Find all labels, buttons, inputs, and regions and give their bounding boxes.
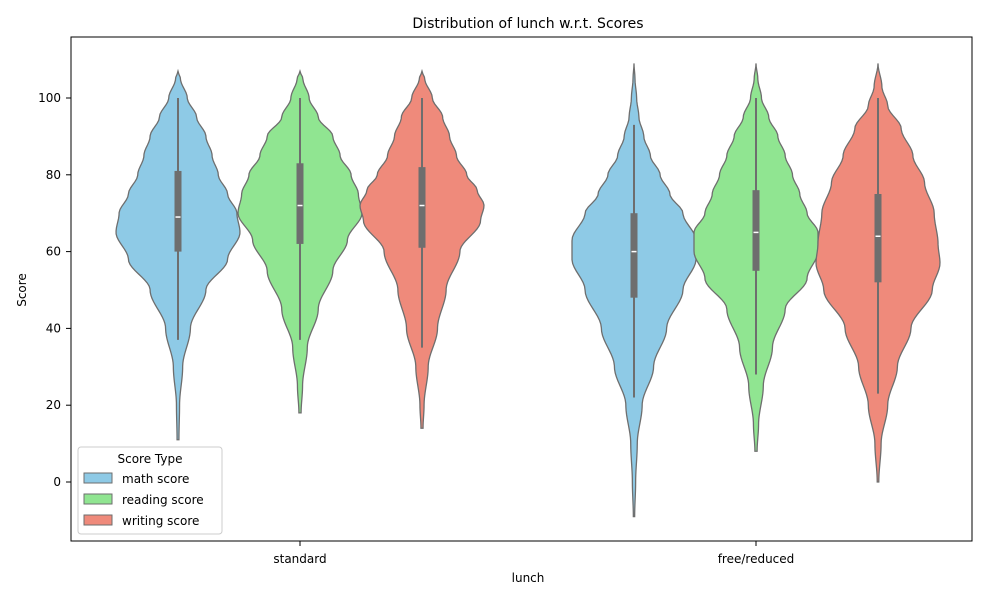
legend-box	[77, 446, 223, 535]
x-tick-label: free/reduced	[718, 552, 795, 566]
y-tick-label: 40	[46, 321, 61, 335]
plot-frame	[70, 36, 973, 542]
y-tick-label: 60	[46, 245, 61, 259]
legend-label: reading score	[122, 493, 204, 507]
y-axis: 0 20 40 60 80 100	[38, 91, 71, 489]
violin-iqr-box	[296, 163, 304, 244]
legend-label: math score	[122, 472, 189, 486]
legend-label: writing score	[122, 514, 199, 528]
violin-iqr-box	[874, 194, 882, 283]
chart-title: Distribution of lunch w.r.t. Scores	[412, 16, 643, 32]
y-axis-label: Score	[15, 273, 29, 307]
y-tick-label: 80	[46, 168, 61, 182]
x-tick-label: standard	[273, 552, 326, 566]
violin-iqr-box	[418, 167, 426, 248]
legend-swatch	[83, 514, 113, 526]
legend: Score Type math score reading score writin…	[77, 446, 223, 535]
plot-area	[115, 63, 941, 518]
y-tick-label: 20	[46, 398, 61, 412]
violin-iqr-box	[630, 213, 638, 298]
legend-title: Score Type	[118, 452, 183, 466]
x-axis-label: lunch	[512, 571, 545, 585]
x-axis: standard free/reduced	[273, 541, 794, 566]
y-tick-label: 0	[53, 475, 61, 489]
violin-iqr-box	[752, 190, 760, 271]
violin-iqr-box	[174, 170, 182, 252]
y-tick-label: 100	[38, 91, 61, 105]
legend-swatch	[83, 472, 113, 484]
legend-swatch	[83, 493, 113, 505]
